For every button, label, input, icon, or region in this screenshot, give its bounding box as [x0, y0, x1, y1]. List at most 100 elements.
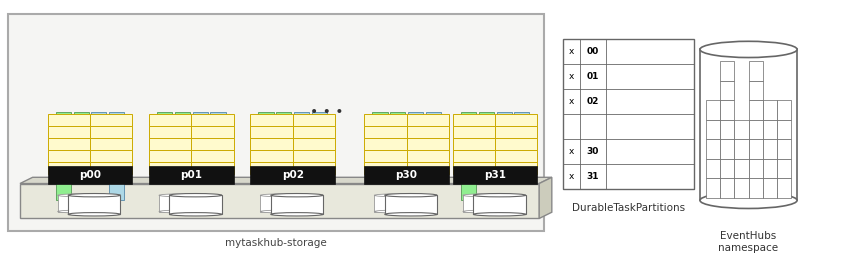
Bar — [496, 112, 512, 133]
Bar — [473, 195, 526, 214]
Ellipse shape — [169, 213, 222, 216]
Bar — [174, 134, 190, 156]
Bar — [174, 157, 190, 178]
Bar — [210, 112, 225, 133]
Bar — [749, 81, 763, 100]
Bar — [74, 134, 89, 156]
Bar — [149, 166, 234, 183]
Bar — [91, 112, 107, 133]
Bar — [364, 150, 407, 162]
Text: p30: p30 — [396, 170, 418, 180]
Bar — [56, 157, 71, 178]
Bar — [364, 114, 407, 126]
Bar — [293, 126, 335, 138]
Bar — [258, 112, 274, 133]
Bar — [763, 120, 777, 139]
Bar — [706, 159, 720, 178]
Bar — [407, 162, 449, 174]
Ellipse shape — [159, 194, 203, 197]
Bar — [271, 195, 323, 214]
Bar — [47, 162, 90, 174]
Bar — [706, 120, 720, 139]
Bar — [514, 134, 529, 156]
Text: x: x — [568, 172, 574, 181]
Bar — [364, 162, 407, 174]
Bar — [109, 112, 125, 133]
Bar — [293, 114, 335, 126]
Bar — [210, 157, 225, 178]
Bar — [90, 114, 132, 126]
Bar — [192, 157, 208, 178]
Bar — [149, 114, 191, 126]
Polygon shape — [540, 177, 552, 219]
Bar — [109, 134, 125, 156]
Bar — [312, 157, 327, 178]
Text: 00: 00 — [587, 47, 599, 56]
Bar — [700, 50, 797, 200]
Bar — [706, 100, 720, 120]
Text: 02: 02 — [587, 97, 599, 106]
Bar — [390, 112, 406, 133]
Bar — [293, 138, 335, 150]
Bar — [251, 138, 293, 150]
Bar — [706, 178, 720, 198]
Ellipse shape — [68, 194, 120, 197]
Polygon shape — [20, 177, 552, 183]
Bar — [734, 120, 749, 139]
Bar — [425, 112, 440, 133]
Bar — [191, 138, 234, 150]
Bar — [777, 159, 791, 178]
Ellipse shape — [700, 41, 797, 58]
Ellipse shape — [385, 194, 437, 197]
Bar — [479, 134, 494, 156]
Text: x: x — [568, 97, 574, 106]
Bar — [479, 112, 494, 133]
Bar — [407, 114, 449, 126]
Bar — [514, 112, 529, 133]
Bar — [749, 159, 763, 178]
Bar — [158, 157, 172, 178]
Bar — [293, 162, 335, 174]
Bar — [390, 134, 406, 156]
Bar — [720, 178, 734, 198]
Bar — [763, 178, 777, 198]
Bar — [251, 114, 293, 126]
Bar — [312, 112, 327, 133]
Bar — [408, 134, 424, 156]
Bar — [777, 139, 791, 159]
Bar — [90, 126, 132, 138]
Bar — [734, 139, 749, 159]
Bar — [91, 134, 107, 156]
Bar — [47, 138, 90, 150]
Bar — [90, 150, 132, 162]
Bar — [364, 126, 407, 138]
Bar — [777, 100, 791, 120]
Bar — [58, 195, 102, 212]
Bar — [749, 120, 763, 139]
Bar — [777, 178, 791, 198]
Ellipse shape — [271, 194, 323, 197]
Text: 31: 31 — [587, 172, 599, 181]
Bar — [293, 150, 335, 162]
Bar — [56, 112, 71, 133]
Bar — [47, 114, 90, 126]
Bar — [149, 138, 191, 150]
Ellipse shape — [58, 210, 102, 213]
Bar — [276, 112, 291, 133]
Bar — [251, 162, 293, 174]
Text: p31: p31 — [484, 170, 507, 180]
Bar — [56, 134, 71, 156]
Bar — [461, 134, 476, 156]
Bar — [720, 61, 734, 81]
Text: 30: 30 — [587, 147, 599, 156]
Bar — [374, 195, 418, 212]
Bar — [56, 179, 71, 200]
Bar — [749, 61, 763, 81]
Text: 01: 01 — [587, 72, 599, 81]
Ellipse shape — [385, 213, 437, 216]
Bar — [74, 157, 89, 178]
Bar — [191, 150, 234, 162]
Bar — [373, 112, 388, 133]
Bar — [47, 150, 90, 162]
Ellipse shape — [700, 192, 797, 208]
